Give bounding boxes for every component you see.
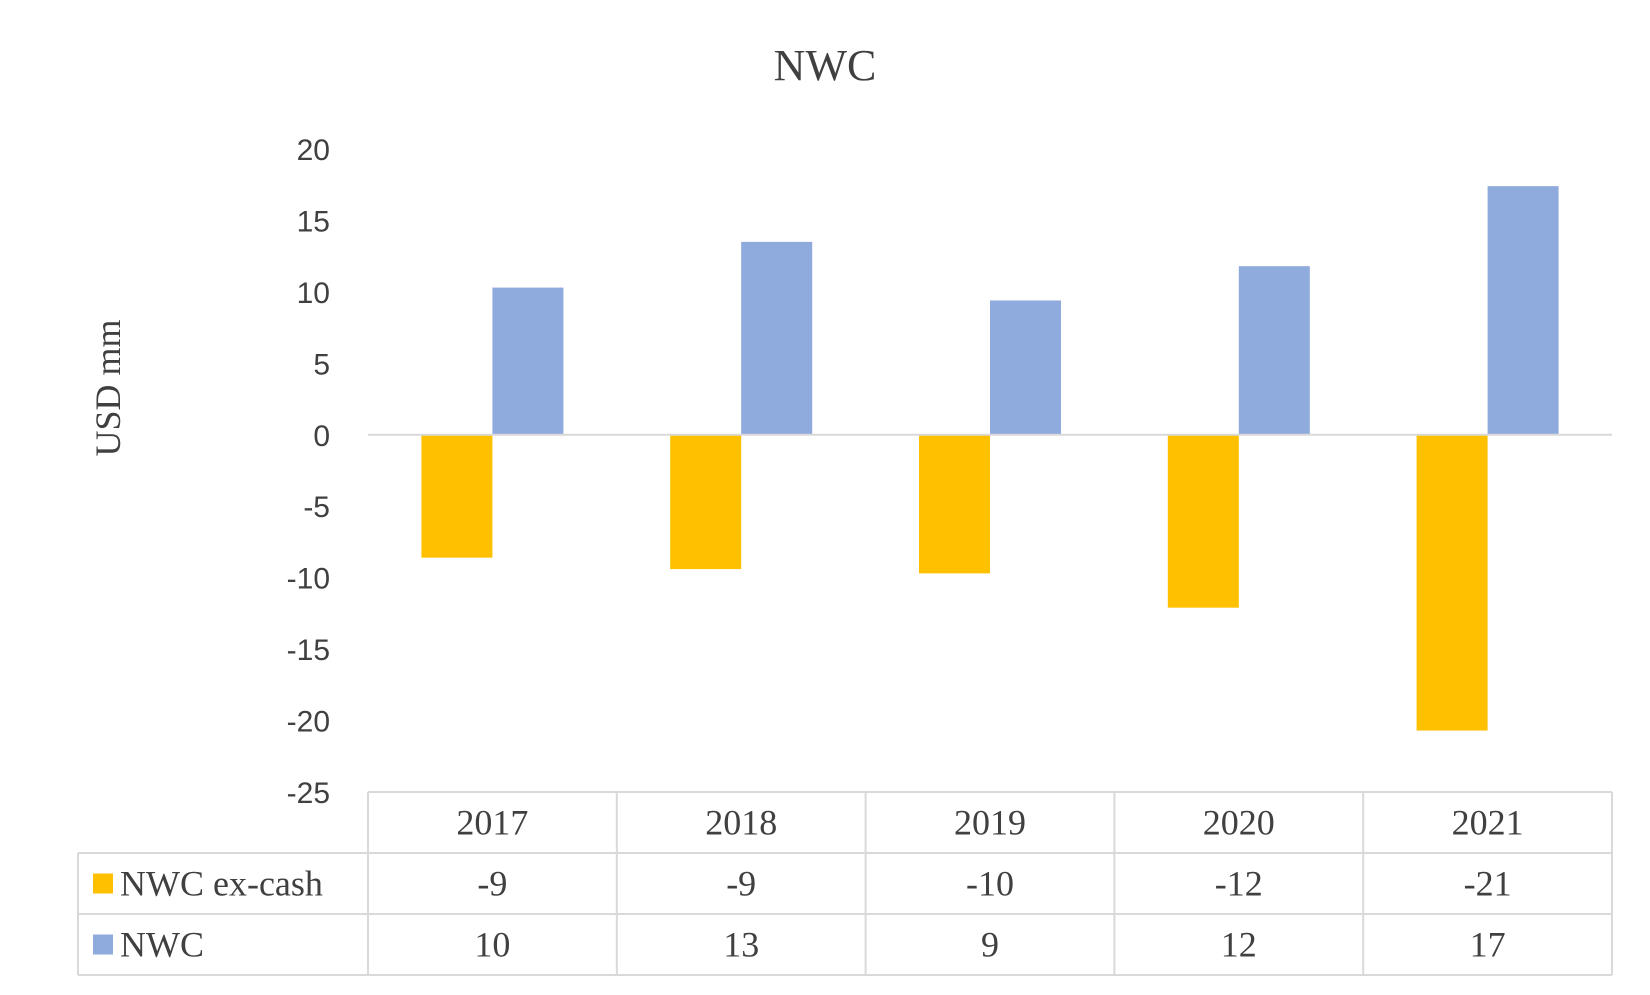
y-tick-label: 10: [297, 277, 330, 310]
table-cell: -12: [1215, 864, 1263, 904]
bar-nwc-2018: [741, 241, 813, 435]
bar-nwc-ex-cash-2018: [670, 434, 742, 570]
y-axis-ticks: 20 15 10 5 0 -5 -10 -15 -20 -25: [287, 134, 330, 810]
table-cell: 17: [1470, 925, 1506, 965]
table-cell: 13: [723, 925, 759, 965]
y-tick-label: -15: [287, 634, 330, 667]
bar-nwc-2020: [1238, 266, 1310, 435]
legend-label: NWC: [120, 925, 204, 965]
category-label: 2017: [456, 803, 528, 843]
category-label: 2018: [705, 803, 777, 843]
chart-title: NWC: [774, 41, 877, 90]
table-cell: -10: [966, 864, 1014, 904]
y-tick-label: -10: [287, 563, 330, 596]
y-tick-label: 20: [297, 134, 330, 167]
data-table: 2017 2018 2019 2020 2021 NWC ex-cash -9 -9 -10 -1…: [77, 791, 1613, 976]
table-cell: 9: [981, 925, 999, 965]
bar-nwc-ex-cash-2017: [421, 434, 493, 558]
table-cell: -21: [1464, 864, 1512, 904]
table-cell: -9: [477, 864, 507, 904]
y-tick-label: -25: [287, 777, 330, 810]
y-axis-label: USD mm: [88, 319, 128, 456]
y-tick-label: 5: [313, 348, 330, 381]
bars: [421, 186, 1559, 731]
legend-label: NWC ex-cash: [120, 864, 323, 904]
table-cell: 12: [1221, 925, 1257, 965]
y-tick-label: 15: [297, 205, 330, 238]
bar-nwc-ex-cash-2020: [1167, 434, 1239, 608]
y-tick-label: 0: [313, 420, 330, 453]
bar-nwc-2019: [990, 300, 1061, 435]
category-label: 2021: [1452, 803, 1524, 843]
category-label: 2020: [1203, 803, 1275, 843]
bar-nwc-ex-cash-2021: [1416, 434, 1488, 731]
table-cell: 10: [474, 925, 510, 965]
legend-swatch: [93, 934, 113, 955]
table-cell: -9: [726, 864, 756, 904]
bar-nwc-ex-cash-2019: [919, 434, 990, 574]
bar-nwc-2017: [492, 287, 564, 435]
bar-nwc-2021: [1487, 186, 1559, 435]
legend-swatch: [93, 873, 113, 894]
category-label: 2019: [954, 803, 1026, 843]
y-tick-label: -20: [287, 706, 330, 739]
y-tick-label: -5: [303, 491, 330, 524]
